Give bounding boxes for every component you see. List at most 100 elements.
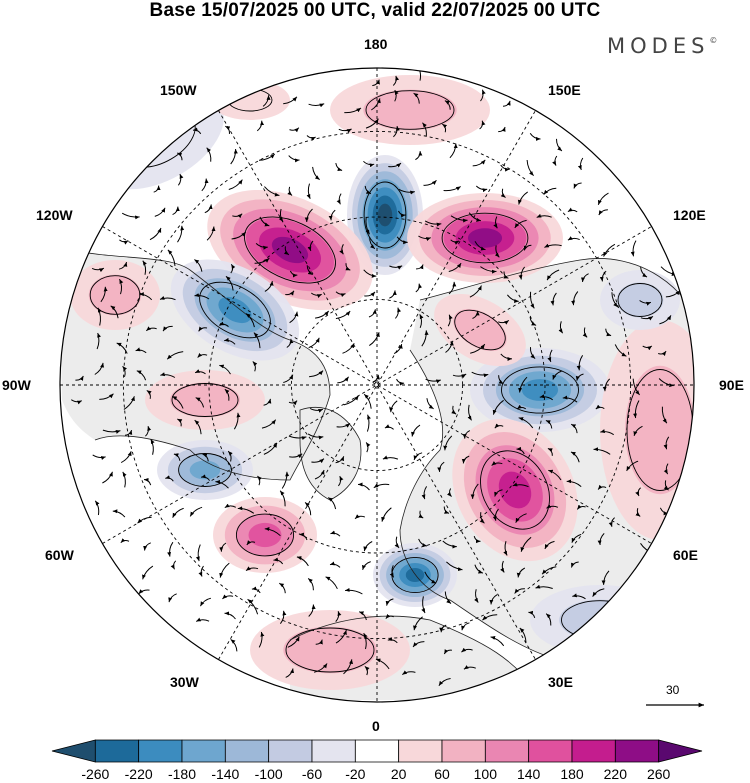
wind-arrow (469, 285, 482, 298)
wind-arrow (222, 594, 234, 600)
wind-arrow (545, 613, 552, 626)
wind-arrow (314, 469, 325, 480)
wind-arrow (194, 419, 202, 435)
wind-arrow (122, 471, 127, 488)
wind-arrow (461, 647, 473, 653)
wind-arrow (536, 213, 552, 218)
wind-arrow (257, 475, 262, 486)
wind-arrow (167, 541, 174, 557)
wind-arrow (306, 183, 311, 200)
wind-arrow (580, 273, 589, 283)
wind-arrow (120, 451, 132, 464)
anomaly-contour (363, 89, 457, 131)
wind-arrow (154, 207, 166, 217)
height-contour-line (363, 181, 407, 249)
wind-arrow (335, 310, 351, 320)
wind-arrow (262, 95, 271, 107)
wind-arrow (315, 310, 330, 319)
wind-arrow (172, 507, 184, 518)
wind-arrow (342, 343, 355, 354)
wind-arrow (97, 307, 102, 326)
wind-arrow (99, 393, 114, 400)
wind-arrow (261, 419, 277, 429)
wind-arrow (304, 208, 313, 223)
wind-arrow (388, 162, 402, 168)
wind-arrow (313, 663, 328, 673)
colorbar-tick-label: 100 (473, 766, 498, 782)
wind-arrow (633, 400, 640, 419)
wind-arrow (446, 561, 463, 572)
wind-arrow (112, 509, 126, 518)
wind-arrow (96, 332, 102, 350)
wind-arrow (626, 460, 639, 472)
wind-arrow (665, 290, 681, 298)
wind-arrow (219, 542, 227, 552)
wind-arrow (123, 396, 135, 410)
wind-arrow (253, 332, 261, 349)
wind-arrow (575, 373, 584, 381)
wind-arrow (365, 118, 379, 129)
height-contour-line (235, 513, 295, 557)
wind-arrow (421, 596, 426, 614)
wind-arrow (470, 483, 479, 499)
wind-arrow (546, 504, 559, 509)
wind-arrow (582, 327, 588, 338)
wind-arrow (500, 560, 505, 573)
reference-vector-label: 30 (666, 683, 680, 697)
height-contour-line (454, 309, 506, 351)
wind-arrow (246, 540, 256, 546)
wind-arrow (308, 337, 320, 349)
wind-arrow (362, 561, 371, 570)
wind-arrow (363, 393, 372, 409)
lon-label-60e: 60E (673, 547, 698, 563)
meridian-line (102, 226, 652, 544)
wind-arrow (611, 292, 619, 308)
wind-arrow (306, 265, 313, 276)
wind-arrow (546, 269, 560, 281)
wind-arrow (206, 147, 212, 162)
wind-arrow (394, 89, 399, 102)
wind-arrow (230, 263, 236, 274)
wind-arrow (375, 658, 390, 670)
greenland-land (300, 407, 361, 500)
wind-arrow (479, 512, 485, 524)
wind-arrow (392, 75, 400, 86)
wind-arrow (529, 316, 537, 326)
wind-arrow (424, 571, 437, 584)
wind-arrow (492, 508, 499, 521)
wind-arrow (167, 249, 176, 266)
lon-label-120e: 120E (673, 207, 706, 223)
wind-arrow (633, 425, 643, 437)
wind-arrow (492, 399, 504, 415)
latitude-circle (208, 216, 546, 554)
wind-arrow (415, 151, 423, 161)
wind-arrow (642, 345, 653, 351)
wind-arrow (415, 283, 423, 293)
wind-arrow (142, 260, 147, 275)
wind-arrow (327, 497, 337, 510)
lon-label-150w: 150W (160, 82, 197, 98)
wind-arrow (308, 604, 316, 617)
anomaly-contour (625, 365, 694, 495)
wind-arrow (138, 589, 150, 595)
wind-arrow (603, 243, 616, 257)
wind-arrow (195, 617, 210, 622)
wind-arrow (494, 245, 500, 258)
wind-arrow (418, 538, 428, 548)
wind-arrow (393, 126, 400, 138)
wind-arrow (363, 541, 373, 552)
wind-arrow (311, 458, 325, 464)
colorbar-tick-label: 260 (646, 766, 671, 782)
wind-arrow (369, 332, 380, 347)
wind-arrow (288, 400, 298, 406)
wind-arrow (296, 556, 309, 567)
wind-arrow (165, 475, 174, 482)
colorbar-swatch (484, 739, 530, 763)
wind-arrow (573, 182, 582, 189)
wind-arrow (614, 344, 627, 357)
wind-arrow (368, 309, 377, 318)
wind-arrow (402, 670, 416, 676)
lon-label-150e: 150E (548, 82, 581, 98)
wind-arrow (658, 350, 667, 356)
